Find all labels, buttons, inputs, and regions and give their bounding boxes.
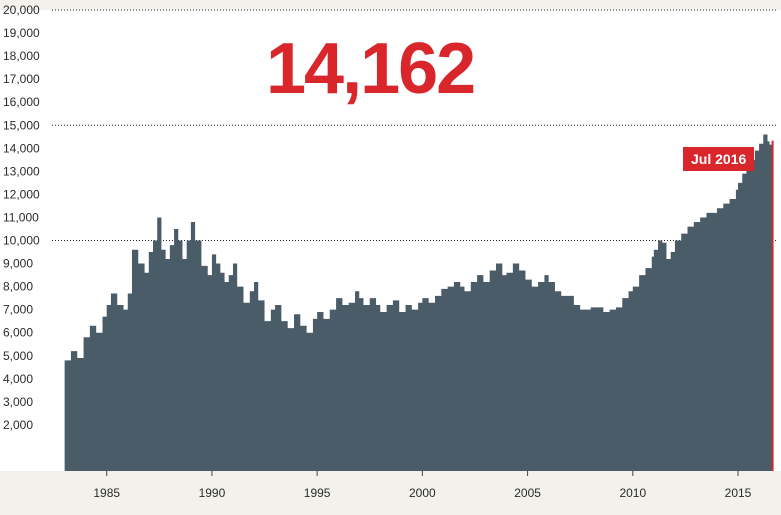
x-tick-label: 1985 [93, 486, 120, 500]
y-tick-label: 19,000 [3, 26, 40, 40]
headline-value: 14,162 [266, 29, 476, 109]
y-tick-label: 18,000 [3, 49, 40, 63]
area-series [64, 134, 773, 471]
y-tick-label: 17,000 [3, 72, 40, 86]
x-tick-label: 1995 [304, 486, 331, 500]
date-callout: Jul 2016 [683, 147, 755, 171]
y-tick-label: 5,000 [3, 349, 33, 363]
y-tick-label: 10,000 [3, 234, 40, 248]
y-tick-label: 8,000 [3, 280, 33, 294]
y-tick-label: 3,000 [3, 395, 33, 409]
y-axis: 2,000 3,000 4,000 5,000 6,000 7,000 8,000 9,000… [3, 3, 40, 432]
y-tick-label: 12,000 [3, 187, 40, 201]
y-tick-label: 4,000 [3, 372, 33, 386]
y-tick-label: 6,000 [3, 326, 33, 340]
x-tick-label: 2010 [619, 486, 646, 500]
y-tick-label: 15,000 [3, 118, 40, 132]
y-tick-label: 13,000 [3, 164, 40, 178]
y-tick-label: 2,000 [3, 418, 33, 432]
x-tick-label: 2005 [514, 486, 541, 500]
gridlines [52, 9, 778, 241]
series-area [64, 134, 773, 471]
x-tick-label: 2000 [409, 486, 436, 500]
y-tick-label: 20,000 [3, 3, 40, 17]
y-tick-label: 7,000 [3, 303, 33, 317]
y-tick-label: 11,000 [3, 210, 39, 224]
x-tick-label: 2015 [725, 486, 752, 500]
x-axis: 1985 1990 1995 2000 2005 2010 2015 [93, 471, 752, 500]
x-tick-label: 1990 [199, 486, 226, 500]
y-tick-label: 9,000 [3, 257, 33, 271]
y-tick-label: 14,000 [3, 141, 40, 155]
y-tick-label: 16,000 [3, 95, 40, 109]
